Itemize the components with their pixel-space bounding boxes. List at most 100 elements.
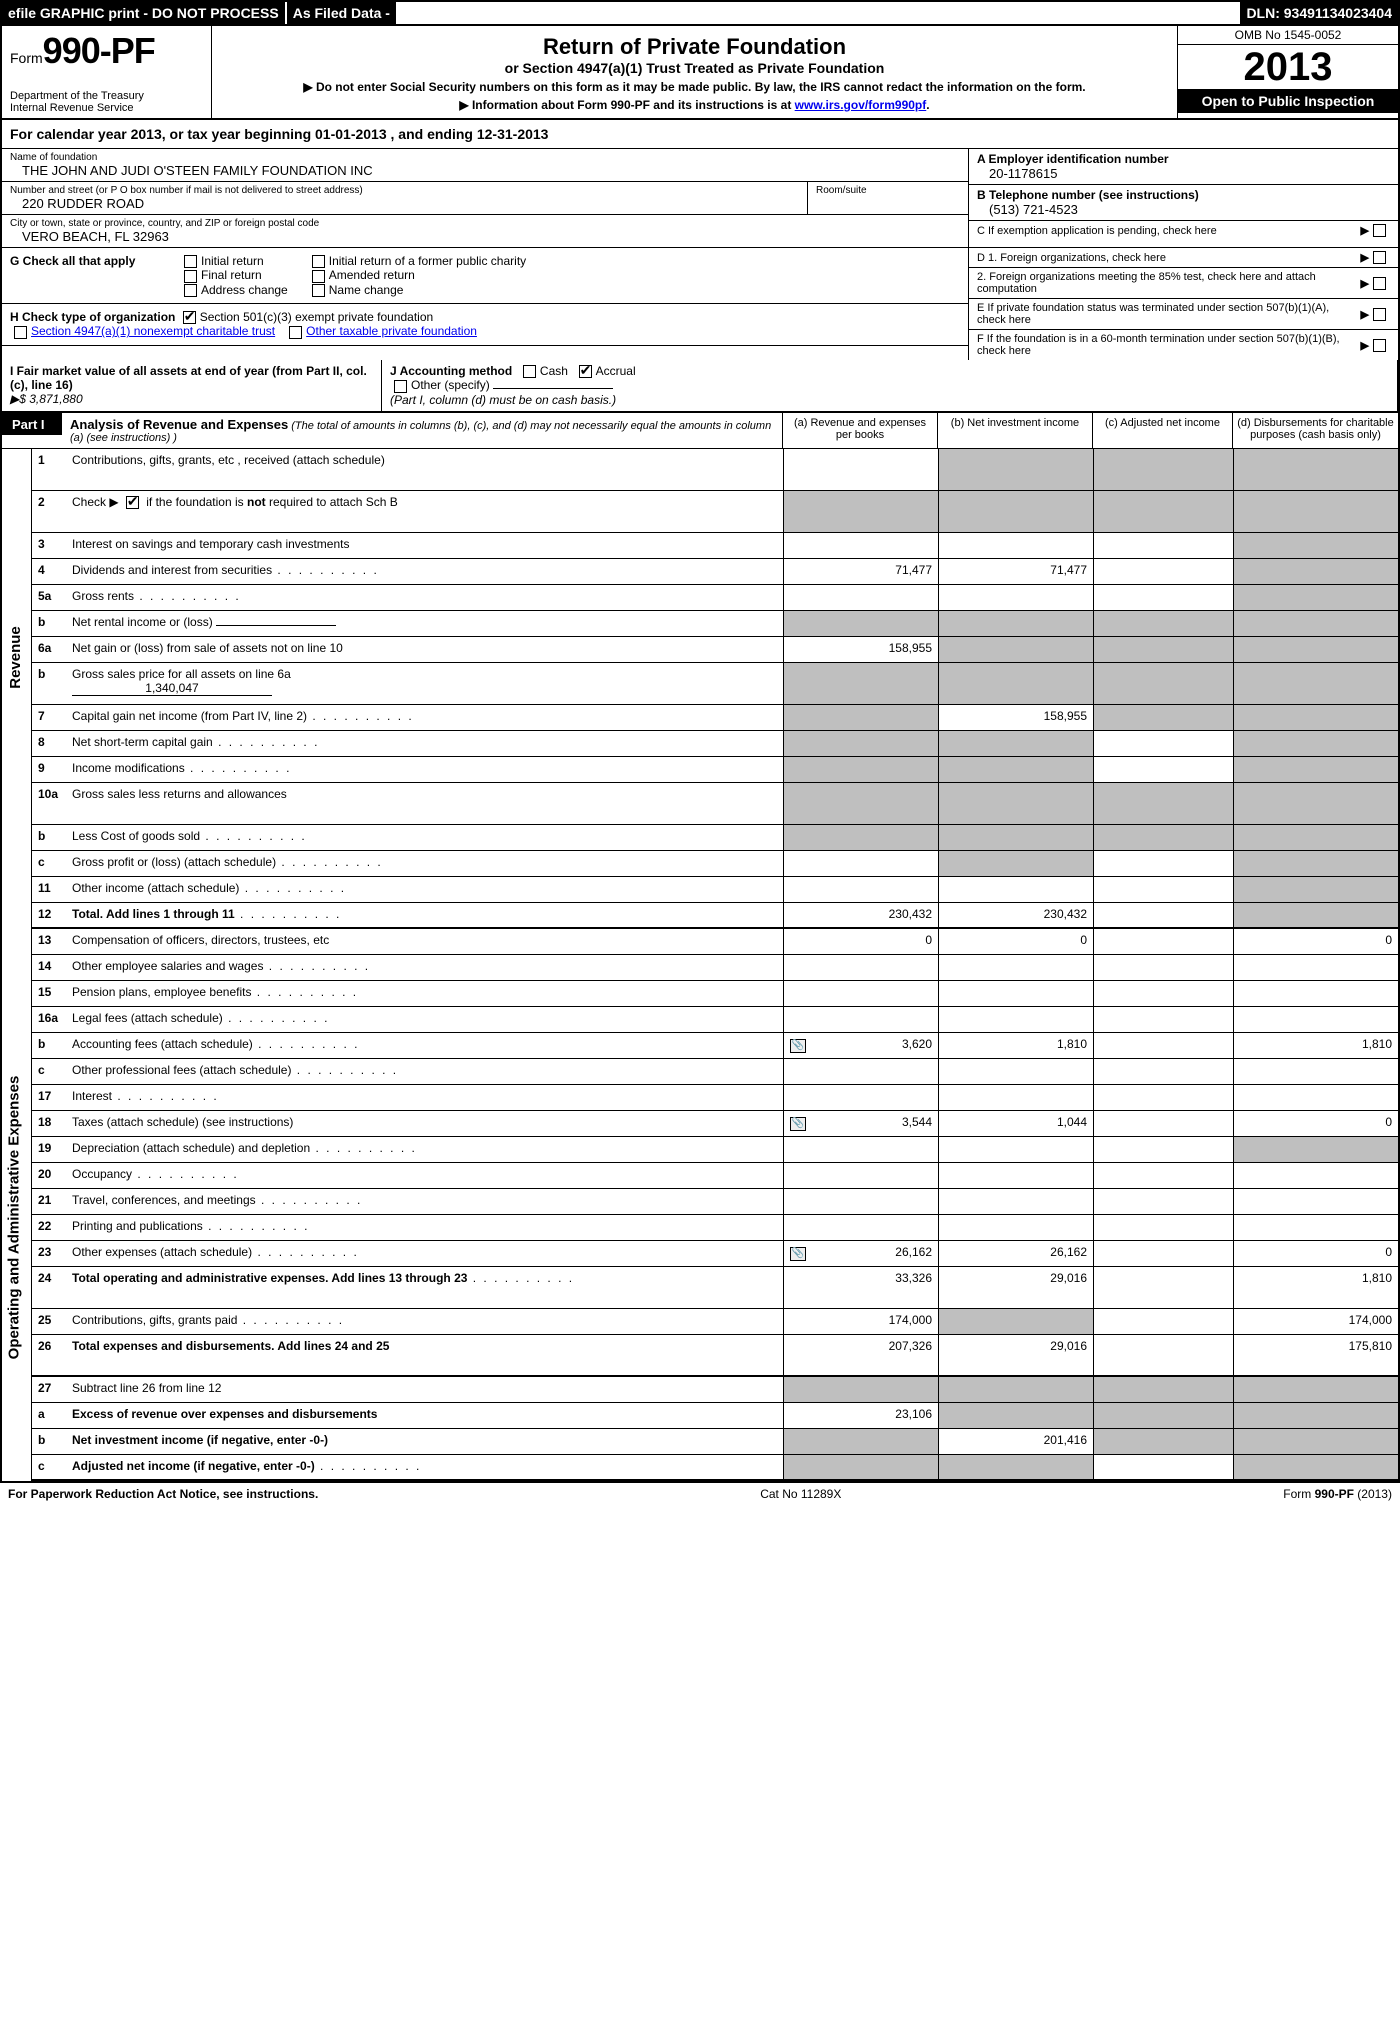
g-final-cb[interactable] xyxy=(184,270,197,283)
j-cash-cb[interactable] xyxy=(523,365,536,378)
line-10b: b Less Cost of goods sold xyxy=(32,825,1398,851)
line-20: 20 Occupancy xyxy=(32,1163,1398,1189)
part1-header: Part I Analysis of Revenue and Expenses … xyxy=(2,413,1398,449)
line-no: 24 xyxy=(32,1267,72,1308)
val-c xyxy=(1093,783,1233,824)
j-other-cb[interactable] xyxy=(394,380,407,393)
revenue-label: Revenue xyxy=(7,626,24,689)
g-amend-cb[interactable] xyxy=(312,270,325,283)
val-c xyxy=(1093,903,1233,927)
h-row: H Check type of organization Section 501… xyxy=(2,304,968,346)
val-b xyxy=(938,1163,1093,1188)
g-addr-cb[interactable] xyxy=(184,284,197,297)
val-d xyxy=(1233,585,1398,610)
g-initial-cb[interactable] xyxy=(184,255,197,268)
j-accrual-cb[interactable] xyxy=(579,365,592,378)
val-a xyxy=(783,705,938,730)
val-c xyxy=(1093,1215,1233,1240)
line-16c: c Other professional fees (attach schedu… xyxy=(32,1059,1398,1085)
calendar-year-line: For calendar year 2013, or tax year begi… xyxy=(2,120,1398,149)
form-title: Return of Private Foundation xyxy=(220,34,1169,60)
line-desc: Capital gain net income (from Part IV, l… xyxy=(72,705,783,730)
form-990pf: efile GRAPHIC print - DO NOT PROCESS As … xyxy=(0,0,1400,1483)
val-b xyxy=(938,783,1093,824)
g-name-cb[interactable] xyxy=(312,284,325,297)
e-cb[interactable] xyxy=(1373,308,1386,321)
line-desc: Taxes (attach schedule) (see instruction… xyxy=(72,1111,783,1136)
note2-pre: ▶ Information about Form 990-PF and its … xyxy=(459,98,794,112)
col-c-head: (c) Adjusted net income xyxy=(1093,413,1233,448)
val-a xyxy=(783,1429,938,1454)
page-footer: For Paperwork Reduction Act Notice, see … xyxy=(0,1483,1400,1505)
val-a xyxy=(783,1059,938,1084)
line-6a: 6a Net gain or (loss) from sale of asset… xyxy=(32,637,1398,663)
g-former: Initial return of a former public charit… xyxy=(329,254,526,268)
val-a xyxy=(783,1085,938,1110)
val-a xyxy=(783,1163,938,1188)
j-note: (Part I, column (d) must be on cash basi… xyxy=(390,393,616,407)
line-no: 22 xyxy=(32,1215,72,1240)
line-25: 25 Contributions, gifts, grants paid 174… xyxy=(32,1309,1398,1335)
ein-label: A Employer identification number xyxy=(977,152,1390,166)
form-note-2: ▶ Information about Form 990-PF and its … xyxy=(220,98,1169,112)
val-d: 0 xyxy=(1233,1111,1398,1136)
val-b xyxy=(938,1403,1093,1428)
line-12: 12 Total. Add lines 1 through 11 230,432… xyxy=(32,903,1398,929)
revenue-rows: 1 Contributions, gifts, grants, etc , re… xyxy=(32,449,1398,929)
d1-cb[interactable] xyxy=(1373,251,1386,264)
val-d xyxy=(1233,1189,1398,1214)
val-b xyxy=(938,1137,1093,1162)
g-former-cb[interactable] xyxy=(312,255,325,268)
line-desc: Total. Add lines 1 through 11 xyxy=(72,903,783,927)
val-d xyxy=(1233,1007,1398,1032)
h-501c3-cb[interactable] xyxy=(183,311,196,324)
line-desc: Gross sales price for all assets on line… xyxy=(72,663,783,704)
line-desc: Interest on savings and temporary cash i… xyxy=(72,533,783,558)
val-a xyxy=(783,1137,938,1162)
h-4947-cb[interactable] xyxy=(14,326,27,339)
line-no: 8 xyxy=(32,731,72,756)
val-c xyxy=(1093,825,1233,850)
line-no: 26 xyxy=(32,1335,72,1375)
val-d xyxy=(1233,491,1398,532)
line-desc: Other expenses (attach schedule) xyxy=(72,1241,783,1266)
val-a xyxy=(783,449,938,490)
line-9: 9 Income modifications xyxy=(32,757,1398,783)
val-a xyxy=(783,491,938,532)
l5b-text: Net rental income or (loss) xyxy=(72,615,213,629)
irs-link[interactable]: www.irs.gov/form990pf xyxy=(795,98,927,112)
j-label: J Accounting method xyxy=(390,364,512,378)
val-b xyxy=(938,663,1093,704)
line-desc: Contributions, gifts, grants, etc , rece… xyxy=(72,449,783,490)
expenses-label: Operating and Administrative Expenses xyxy=(5,1075,22,1359)
h-4947[interactable]: Section 4947(a)(1) nonexempt charitable … xyxy=(31,324,275,338)
val-d xyxy=(1233,611,1398,636)
c-checkbox[interactable] xyxy=(1373,224,1386,237)
val-b xyxy=(938,955,1093,980)
foundation-name-cell: Name of foundation THE JOHN AND JUDI O'S… xyxy=(2,149,968,182)
h-other[interactable]: Other taxable private foundation xyxy=(306,324,477,338)
val-b: 158,955 xyxy=(938,705,1093,730)
g-amend: Amended return xyxy=(329,268,415,282)
name-label: Name of foundation xyxy=(10,152,960,163)
f-row: F If the foundation is in a 60-month ter… xyxy=(969,330,1398,360)
h-other-cb[interactable] xyxy=(289,326,302,339)
g-initial: Initial return xyxy=(201,254,264,268)
val-c xyxy=(1093,533,1233,558)
val-c xyxy=(1093,1189,1233,1214)
schedule-icon[interactable]: 📎 xyxy=(790,1117,806,1131)
schb-cb[interactable] xyxy=(126,496,139,509)
val-d xyxy=(1233,851,1398,876)
val-d xyxy=(1233,825,1398,850)
l27a-text: Excess of revenue over expenses and disb… xyxy=(72,1407,377,1421)
val-a xyxy=(783,1215,938,1240)
val-a xyxy=(783,1189,938,1214)
schedule-icon[interactable]: 📎 xyxy=(790,1039,806,1053)
ein-cell: A Employer identification number 20-1178… xyxy=(969,149,1398,185)
line-desc: Legal fees (attach schedule) xyxy=(72,1007,783,1032)
schedule-icon[interactable]: 📎 xyxy=(790,1247,806,1261)
d2-cb[interactable] xyxy=(1373,277,1386,290)
val-a xyxy=(783,611,938,636)
f-cb[interactable] xyxy=(1373,339,1386,352)
line-23: 23 Other expenses (attach schedule) 📎 26… xyxy=(32,1241,1398,1267)
